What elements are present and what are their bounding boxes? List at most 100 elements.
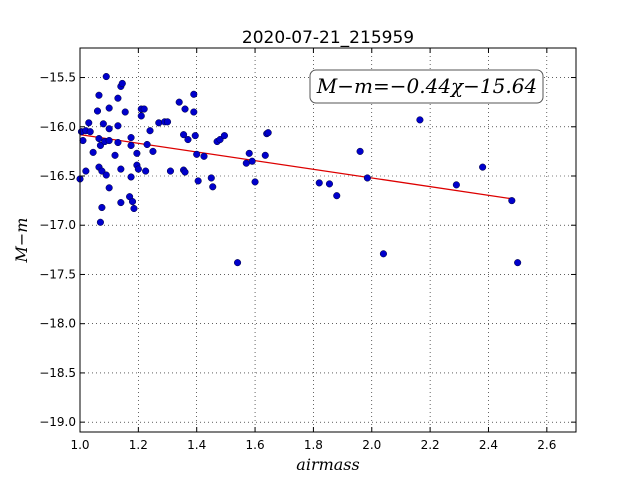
data-point	[234, 259, 242, 267]
data-point	[127, 173, 135, 181]
data-point	[93, 107, 102, 115]
data-point	[191, 132, 199, 140]
data-point	[133, 149, 141, 157]
data-point	[245, 149, 253, 157]
x-tick-label: 1.6	[246, 438, 265, 452]
data-point	[143, 140, 151, 149]
x-tick-label: 2.2	[421, 438, 440, 452]
data-point	[128, 198, 137, 206]
y-tick-label: −19.0	[39, 415, 76, 429]
data-point	[82, 167, 90, 175]
data-point	[142, 167, 150, 175]
data-point	[193, 150, 201, 158]
annotation-text: M−m=−0.44χ−15.64	[316, 74, 537, 98]
data-point	[79, 137, 87, 145]
data-point	[105, 125, 113, 133]
data-point	[209, 183, 217, 191]
data-point	[117, 165, 125, 173]
data-point	[117, 199, 125, 207]
data-point	[190, 108, 198, 116]
data-point	[105, 184, 113, 192]
data-point	[248, 157, 256, 165]
data-point	[89, 148, 97, 156]
data-point	[85, 119, 93, 127]
annotation-box	[309, 69, 544, 104]
data-point	[149, 147, 157, 155]
plot-area	[80, 48, 576, 432]
y-tick-labels: −15.5 −16.0 −16.5 −17.0 −17.5 −18.0 −18.5 −19.0	[39, 71, 76, 430]
y-tick-label: −16.5	[39, 169, 76, 183]
data-point	[130, 204, 138, 213]
x-axis-label: airmass	[296, 455, 359, 474]
data-point	[315, 179, 323, 187]
plot-frame	[79, 47, 577, 433]
y-axis-label: M−m	[12, 218, 31, 264]
x-tick-label: 1.4	[187, 438, 206, 452]
data-point	[98, 167, 106, 175]
data-point	[200, 152, 208, 160]
data-point	[220, 132, 228, 140]
data-point	[264, 129, 272, 137]
data-point	[146, 127, 154, 135]
fit-line	[79, 134, 515, 200]
fit-layer	[79, 134, 515, 200]
data-point	[95, 135, 103, 143]
data-point	[95, 91, 103, 99]
y-tick-label: −17.5	[39, 267, 76, 281]
x-tick-label: 1.8	[304, 438, 323, 452]
data-point	[379, 250, 387, 258]
data-point	[184, 136, 192, 144]
x-tick-label: 1.2	[129, 438, 148, 452]
data-point	[114, 138, 122, 147]
data-point	[216, 136, 224, 144]
data-points	[76, 73, 522, 267]
data-point	[181, 105, 189, 113]
data-point	[363, 174, 371, 182]
data-point	[118, 79, 126, 87]
data-point	[356, 147, 364, 155]
data-point	[194, 177, 202, 185]
data-point	[140, 105, 148, 113]
y-tick-label: −18.0	[39, 317, 76, 331]
y-tick-label: −18.5	[39, 366, 76, 380]
equation-annotation: M−m=−0.44χ−15.64	[309, 69, 544, 104]
data-point	[333, 192, 341, 200]
data-point	[127, 134, 135, 142]
x-tick-label: 1.0	[70, 438, 89, 452]
data-point	[175, 98, 183, 106]
data-point	[114, 94, 122, 102]
x-tick-label: 2.0	[362, 438, 381, 452]
data-point	[98, 203, 106, 212]
chart-title: 2020-07-21_215959	[242, 28, 414, 48]
data-point	[114, 122, 122, 130]
data-point	[251, 178, 259, 186]
data-point	[99, 120, 107, 128]
data-point	[479, 163, 487, 171]
y-tick-label: −16.0	[39, 120, 76, 134]
data-point	[96, 218, 104, 226]
y-tick-label: −17.0	[39, 218, 76, 232]
data-point	[102, 171, 110, 179]
y-tick-label: −15.5	[39, 71, 76, 85]
data-point	[325, 180, 334, 188]
data-point	[514, 259, 522, 267]
data-point	[121, 108, 129, 116]
data-point	[163, 118, 172, 126]
data-point	[190, 90, 198, 98]
data-point	[166, 167, 174, 175]
x-tick-label: 2.4	[479, 438, 498, 452]
data-point	[105, 104, 113, 112]
data-point	[96, 141, 104, 150]
data-point	[180, 131, 188, 139]
data-point	[137, 112, 145, 120]
data-point	[181, 168, 189, 176]
data-point	[452, 181, 460, 189]
data-point	[134, 165, 142, 173]
x-tick-label: 2.6	[537, 438, 556, 452]
data-point	[111, 151, 119, 159]
data-point	[127, 141, 135, 150]
data-point	[105, 137, 113, 145]
data-point	[508, 197, 516, 205]
axis-ticks	[79, 48, 576, 432]
data-point	[207, 174, 215, 182]
